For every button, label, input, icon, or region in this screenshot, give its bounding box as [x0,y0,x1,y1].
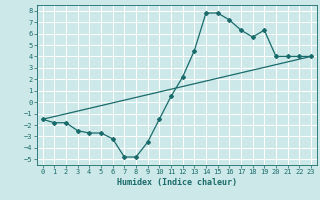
X-axis label: Humidex (Indice chaleur): Humidex (Indice chaleur) [117,178,237,187]
